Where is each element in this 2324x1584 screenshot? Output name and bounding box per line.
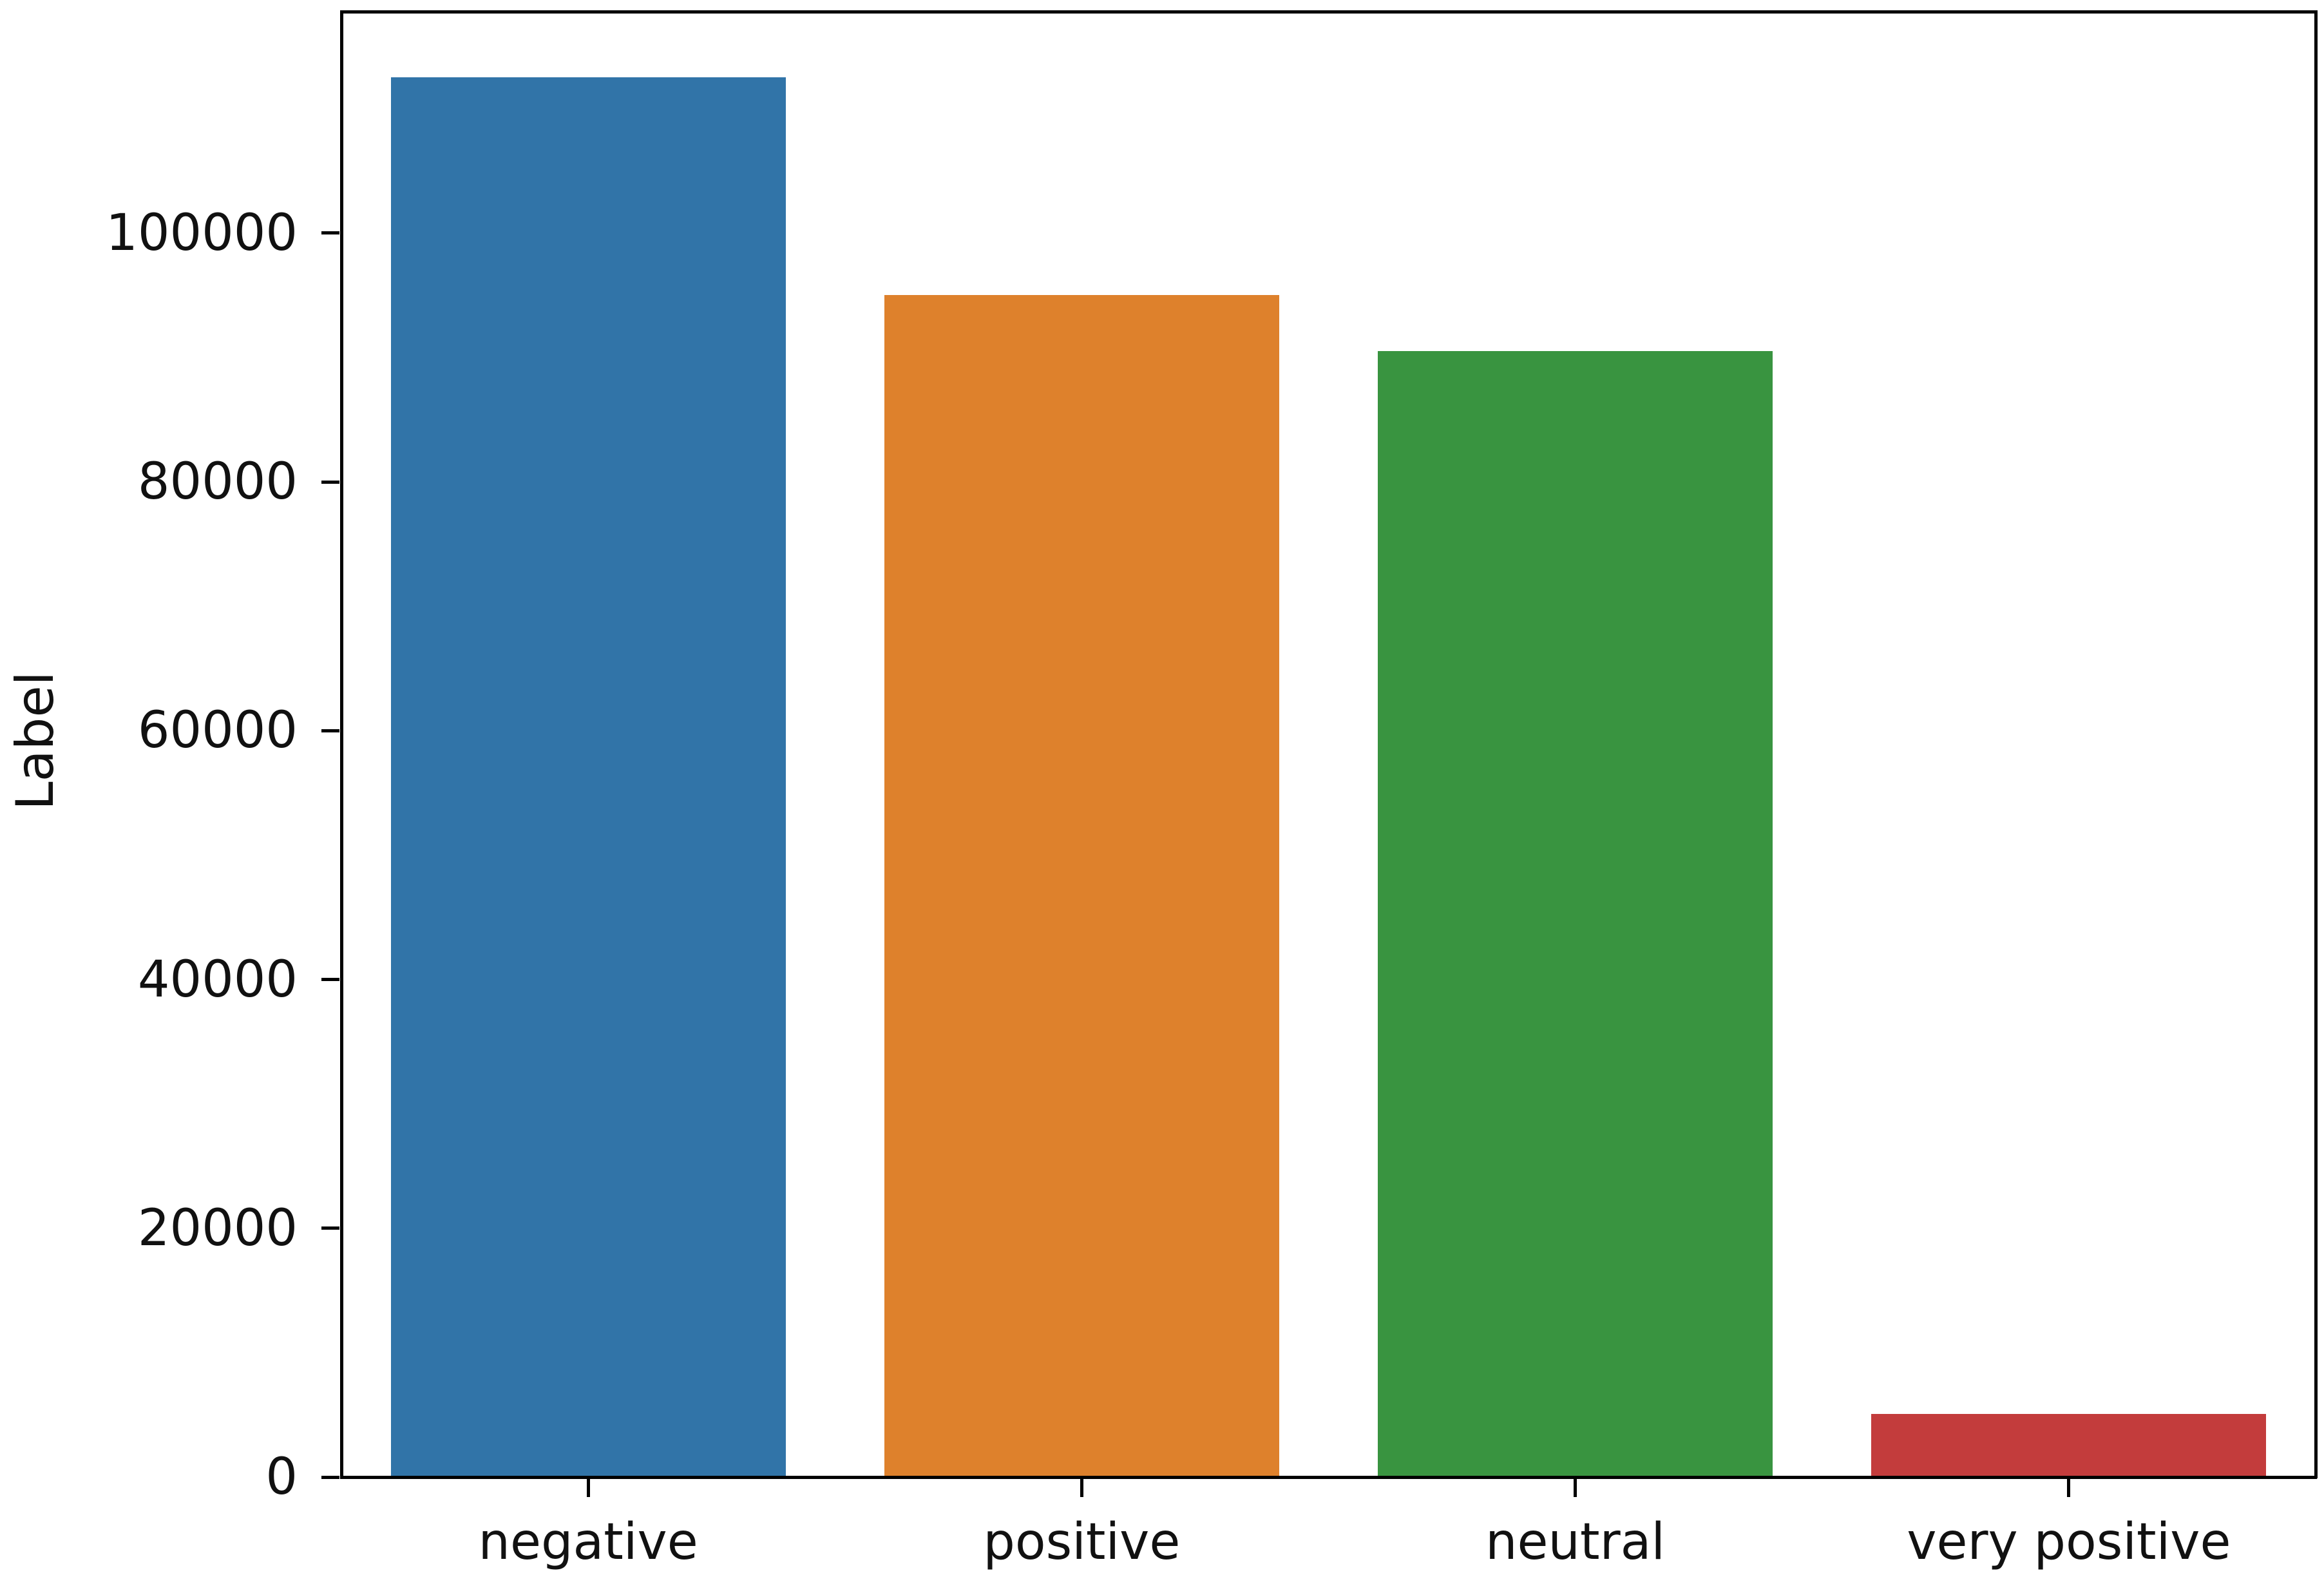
x-tick-negative <box>586 1479 590 1497</box>
x-tick-positive <box>1080 1479 1083 1497</box>
y-tick-label-60000: 60000 <box>137 701 298 760</box>
x-tick-neutral <box>1574 1479 1577 1497</box>
y-tick-60000 <box>321 729 339 732</box>
top-spine <box>340 10 2317 14</box>
bar-very-positive <box>1871 1413 2267 1477</box>
y-tick-label-20000: 20000 <box>137 1199 298 1257</box>
y-tick-label-0: 0 <box>265 1448 298 1506</box>
y-tick-0 <box>321 1475 339 1479</box>
left-spine <box>340 10 343 1478</box>
x-tick-very-positive <box>2067 1479 2071 1497</box>
y-tick-label-80000: 80000 <box>137 453 298 511</box>
x-tick-label-very-positive: very positive <box>1907 1513 2231 1571</box>
x-tick-label-neutral: neutral <box>1485 1513 1666 1571</box>
x-tick-label-negative: negative <box>478 1513 698 1571</box>
bottom-spine <box>340 1476 2317 1479</box>
y-tick-label-40000: 40000 <box>137 950 298 1009</box>
y-tick-20000 <box>321 1226 339 1230</box>
y-tick-40000 <box>321 978 339 981</box>
bar-negative <box>390 77 786 1477</box>
right-spine <box>2314 10 2318 1478</box>
y-tick-80000 <box>321 480 339 484</box>
y-tick-100000 <box>321 231 339 235</box>
bar-neutral <box>1378 351 1773 1477</box>
bar-positive <box>884 295 1279 1477</box>
y-tick-label-100000: 100000 <box>106 204 298 262</box>
plot-area <box>340 10 2318 1479</box>
x-tick-label-positive: positive <box>983 1513 1181 1571</box>
